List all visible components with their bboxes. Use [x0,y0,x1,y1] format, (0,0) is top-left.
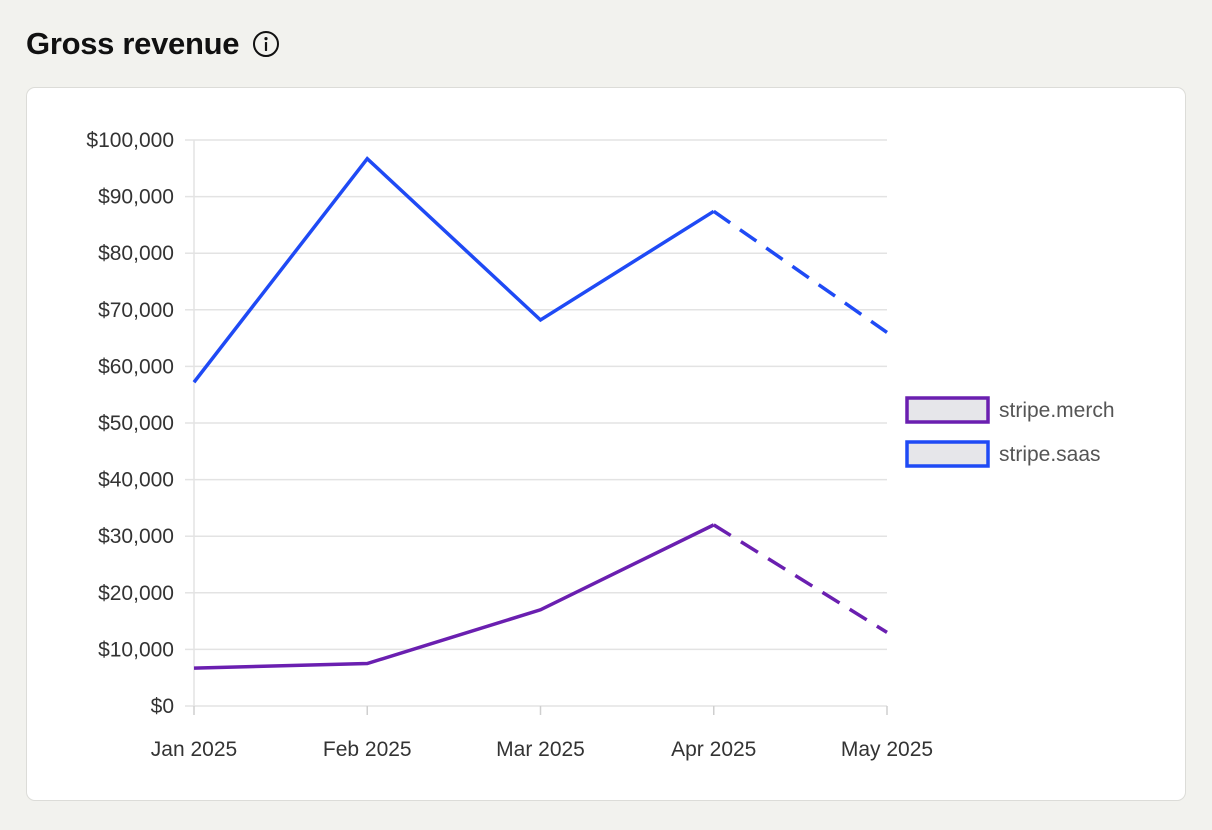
data-point[interactable] [711,208,717,214]
y-tick-label: $90,000 [98,186,174,209]
y-tick-label: $10,000 [98,638,174,661]
y-tick-label: $80,000 [98,242,174,265]
data-point[interactable] [191,379,197,385]
y-tick-label: $50,000 [98,412,174,435]
y-tick-label: $60,000 [98,355,174,378]
series-line-dashed-stripe-saas [712,209,889,334]
y-tick-label: $0 [151,695,174,718]
series-line-dashed-stripe-merch [712,523,888,634]
data-point[interactable] [538,317,544,323]
revenue-line-chart: $0 $10,000 $20,000 $30,000 $40,000 $50,000 $60… [86,129,1115,761]
y-tick-label: $40,000 [98,469,174,492]
y-tick-label: $30,000 [98,525,174,548]
legend-label[interactable]: stripe.merch [999,399,1115,422]
data-point[interactable] [191,665,197,671]
x-tick-label: May 2025 [841,738,933,761]
x-tick-label: Jan 2025 [151,738,237,761]
series-line-stripe-saas [192,156,715,384]
page-header: Gross revenue [26,22,280,66]
legend-swatch[interactable] [905,440,990,468]
data-point[interactable] [364,156,370,162]
legend-swatch[interactable] [905,396,990,424]
x-tick-label: Apr 2025 [671,738,756,761]
legend-label[interactable]: stripe.saas [999,443,1101,466]
info-icon[interactable] [252,30,280,58]
data-point[interactable] [884,629,890,635]
y-tick-label: $20,000 [98,582,174,605]
series-line-stripe-merch [193,523,715,670]
data-point[interactable] [884,329,890,335]
data-point[interactable] [538,607,544,613]
y-tick-label: $70,000 [98,299,174,322]
y-tick-label: $100,000 [86,129,174,152]
page-title: Gross revenue [26,26,240,61]
x-tick-label: Feb 2025 [323,738,412,761]
chart-card: $0 $10,000 $20,000 $30,000 $40,000 $50,000 $60… [26,87,1186,801]
data-point[interactable] [364,661,370,667]
data-point[interactable] [711,522,717,528]
x-tick-label: Mar 2025 [496,738,585,761]
